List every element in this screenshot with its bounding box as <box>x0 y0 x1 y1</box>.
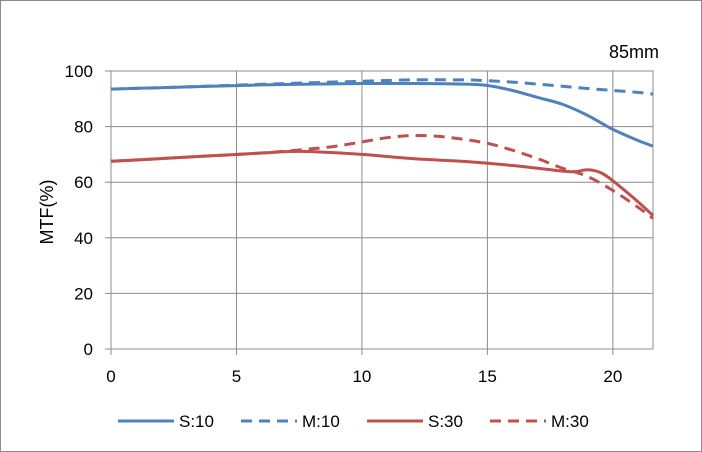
x-tick-label: 15 <box>478 367 497 386</box>
legend: S:10 M:10 S:30 M:30 <box>118 412 589 431</box>
y-tick-label: 0 <box>84 340 93 359</box>
y-tick-label: 100 <box>65 62 93 81</box>
y-tick-label: 60 <box>74 173 93 192</box>
x-tick-label: 0 <box>106 367 115 386</box>
focal-length-annotation: 85mm <box>609 42 659 62</box>
legend-label-s-30: S:30 <box>428 412 463 431</box>
y-tick-label: 40 <box>74 229 93 248</box>
tick-labels: 0 20 40 60 80 100 0 5 10 15 20 <box>65 62 623 386</box>
legend-label-s-10: S:10 <box>179 412 214 431</box>
x-tick-label: 5 <box>232 367 241 386</box>
y-tick-label: 20 <box>74 284 93 303</box>
series-line-m-10 <box>110 78 654 96</box>
series-lines <box>110 78 655 220</box>
legend-label-m-10: M:10 <box>302 412 340 431</box>
y-axis-label: MTF(%) <box>37 180 57 245</box>
series-line-s-30 <box>110 149 655 217</box>
x-tick-label: 10 <box>352 367 371 386</box>
y-tick-label: 80 <box>74 118 93 137</box>
series-line-m-30 <box>110 133 654 220</box>
grid-lines <box>111 70 654 349</box>
axes <box>105 70 653 355</box>
x-tick-label: 20 <box>603 367 622 386</box>
legend-label-m-30: M:30 <box>551 412 589 431</box>
series-line-s-10 <box>110 81 654 148</box>
